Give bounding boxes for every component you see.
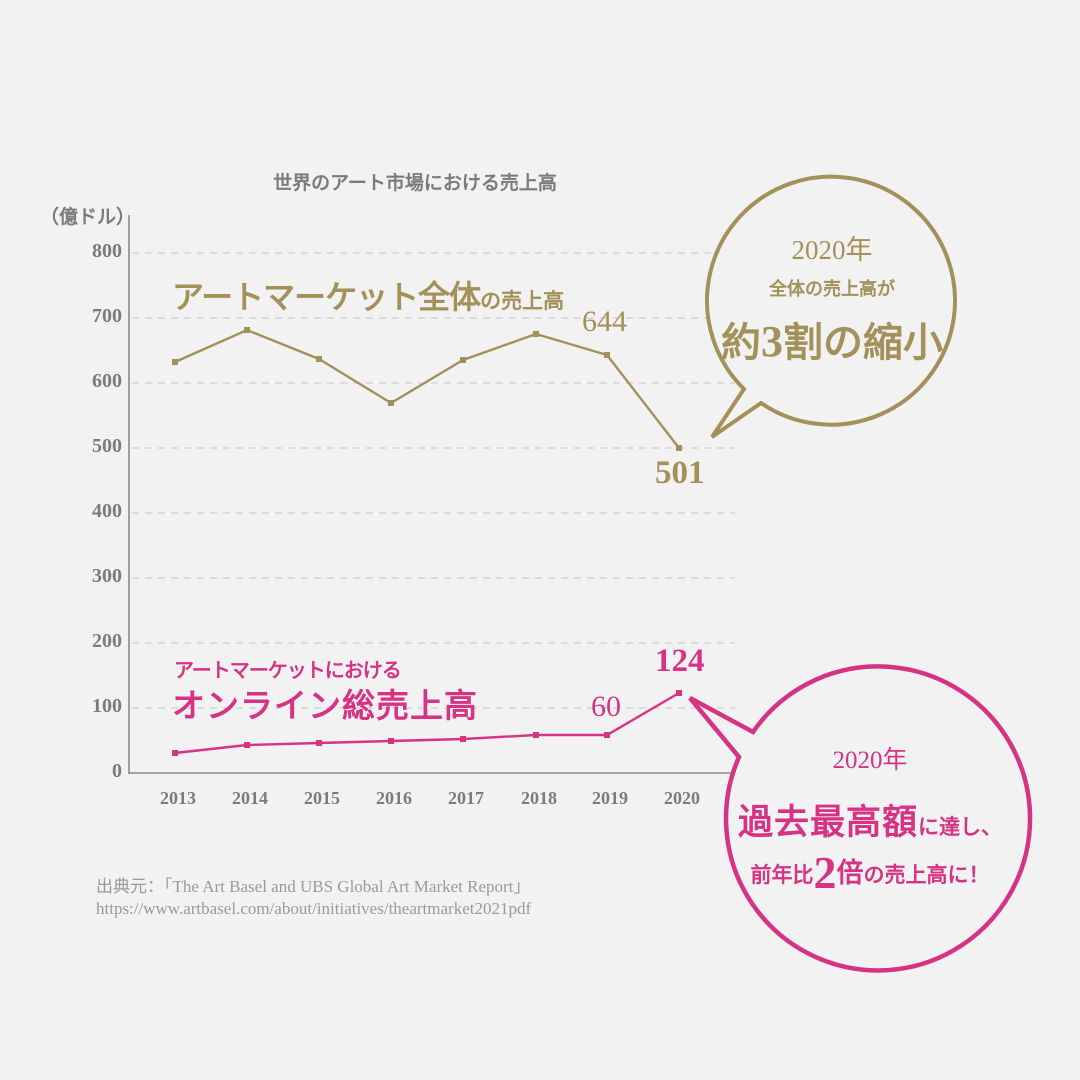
y-tick-label: 0 — [112, 760, 122, 782]
series-online-line — [172, 690, 682, 756]
x-tick-label: 2019 — [592, 788, 628, 808]
pink-bubble-year: 2020年 — [832, 747, 908, 774]
source-url: https://www.artbasel.com/about/initiativ… — [96, 899, 532, 918]
gold-bubble-headline: 約3割の縮小 — [712, 310, 952, 368]
source-title: 出典元：「The Art Basel and UBS Global Art Ma… — [96, 877, 531, 896]
source-citation: 出典元：「The Art Basel and UBS Global Art Ma… — [96, 876, 531, 920]
gold-speech-bubble-icon — [705, 174, 958, 439]
x-tick-label: 2016 — [376, 788, 412, 808]
pink-bubble-headline-big: 過去最高額 — [737, 803, 918, 842]
annotation-online-2019: 60 — [591, 690, 621, 723]
annotation-online-2020: 124 — [655, 643, 705, 679]
annotation-total-2019: 644 — [582, 305, 627, 338]
chart-title: 世界のアート市場における売上高 — [273, 173, 557, 194]
gold-bubble-subtitle: 全体の売上高が — [769, 279, 895, 299]
x-tick-label: 2013 — [160, 788, 196, 808]
y-tick-label: 400 — [92, 500, 122, 522]
series-label-total-suffix: の売上高 — [480, 289, 565, 313]
y-tick-label: 300 — [92, 565, 122, 587]
annotation-total-2020: 501 — [655, 455, 705, 491]
pink-bubble-headline: 過去最高額に達し、 — [720, 794, 1020, 845]
y-tick-label: 100 — [92, 695, 122, 717]
series-label-online-prefix: アートマーケットにおける — [174, 660, 402, 682]
gridlines — [132, 252, 735, 709]
series-total-line — [172, 327, 682, 451]
pink-bubble-detail: 前年比2倍の売上高に！ — [720, 846, 1020, 899]
x-tick-label: 2020 — [664, 788, 700, 808]
pink-bubble-headline-small: に達し、 — [918, 815, 1002, 839]
y-axis-unit-label: （億ドル） — [40, 207, 136, 228]
y-tick-label: 200 — [92, 630, 122, 652]
pink-bubble-detail-b: の売上高に！ — [863, 863, 990, 887]
x-tick-label: 2014 — [232, 788, 268, 808]
gold-bubble-headline-a: 約 — [721, 320, 761, 365]
series-label-online-main: オンライン総売上高 — [172, 689, 478, 725]
x-tick-label: 2015 — [304, 788, 340, 808]
gold-bubble-headline-num: 3 — [761, 317, 783, 366]
gold-bubble-headline-b: 割の縮小 — [783, 320, 943, 365]
y-tick-label: 700 — [92, 305, 122, 327]
x-tick-label: 2018 — [521, 788, 557, 808]
series-label-total: アートマーケット全体の売上高 — [172, 272, 564, 318]
pink-bubble-detail-mid: 倍 — [836, 858, 864, 888]
y-tick-label: 600 — [92, 370, 122, 392]
pink-bubble-detail-a: 前年比 — [750, 863, 814, 887]
series-label-total-main: アートマーケット全体 — [172, 279, 481, 315]
pink-speech-bubble-icon — [688, 664, 1033, 973]
gold-bubble-year: 2020年 — [791, 235, 873, 265]
pink-bubble-detail-num: 2 — [813, 847, 837, 898]
axes — [128, 215, 735, 774]
x-tick-label: 2017 — [448, 788, 484, 808]
y-tick-label: 500 — [92, 435, 122, 457]
y-tick-label: 800 — [92, 240, 122, 262]
